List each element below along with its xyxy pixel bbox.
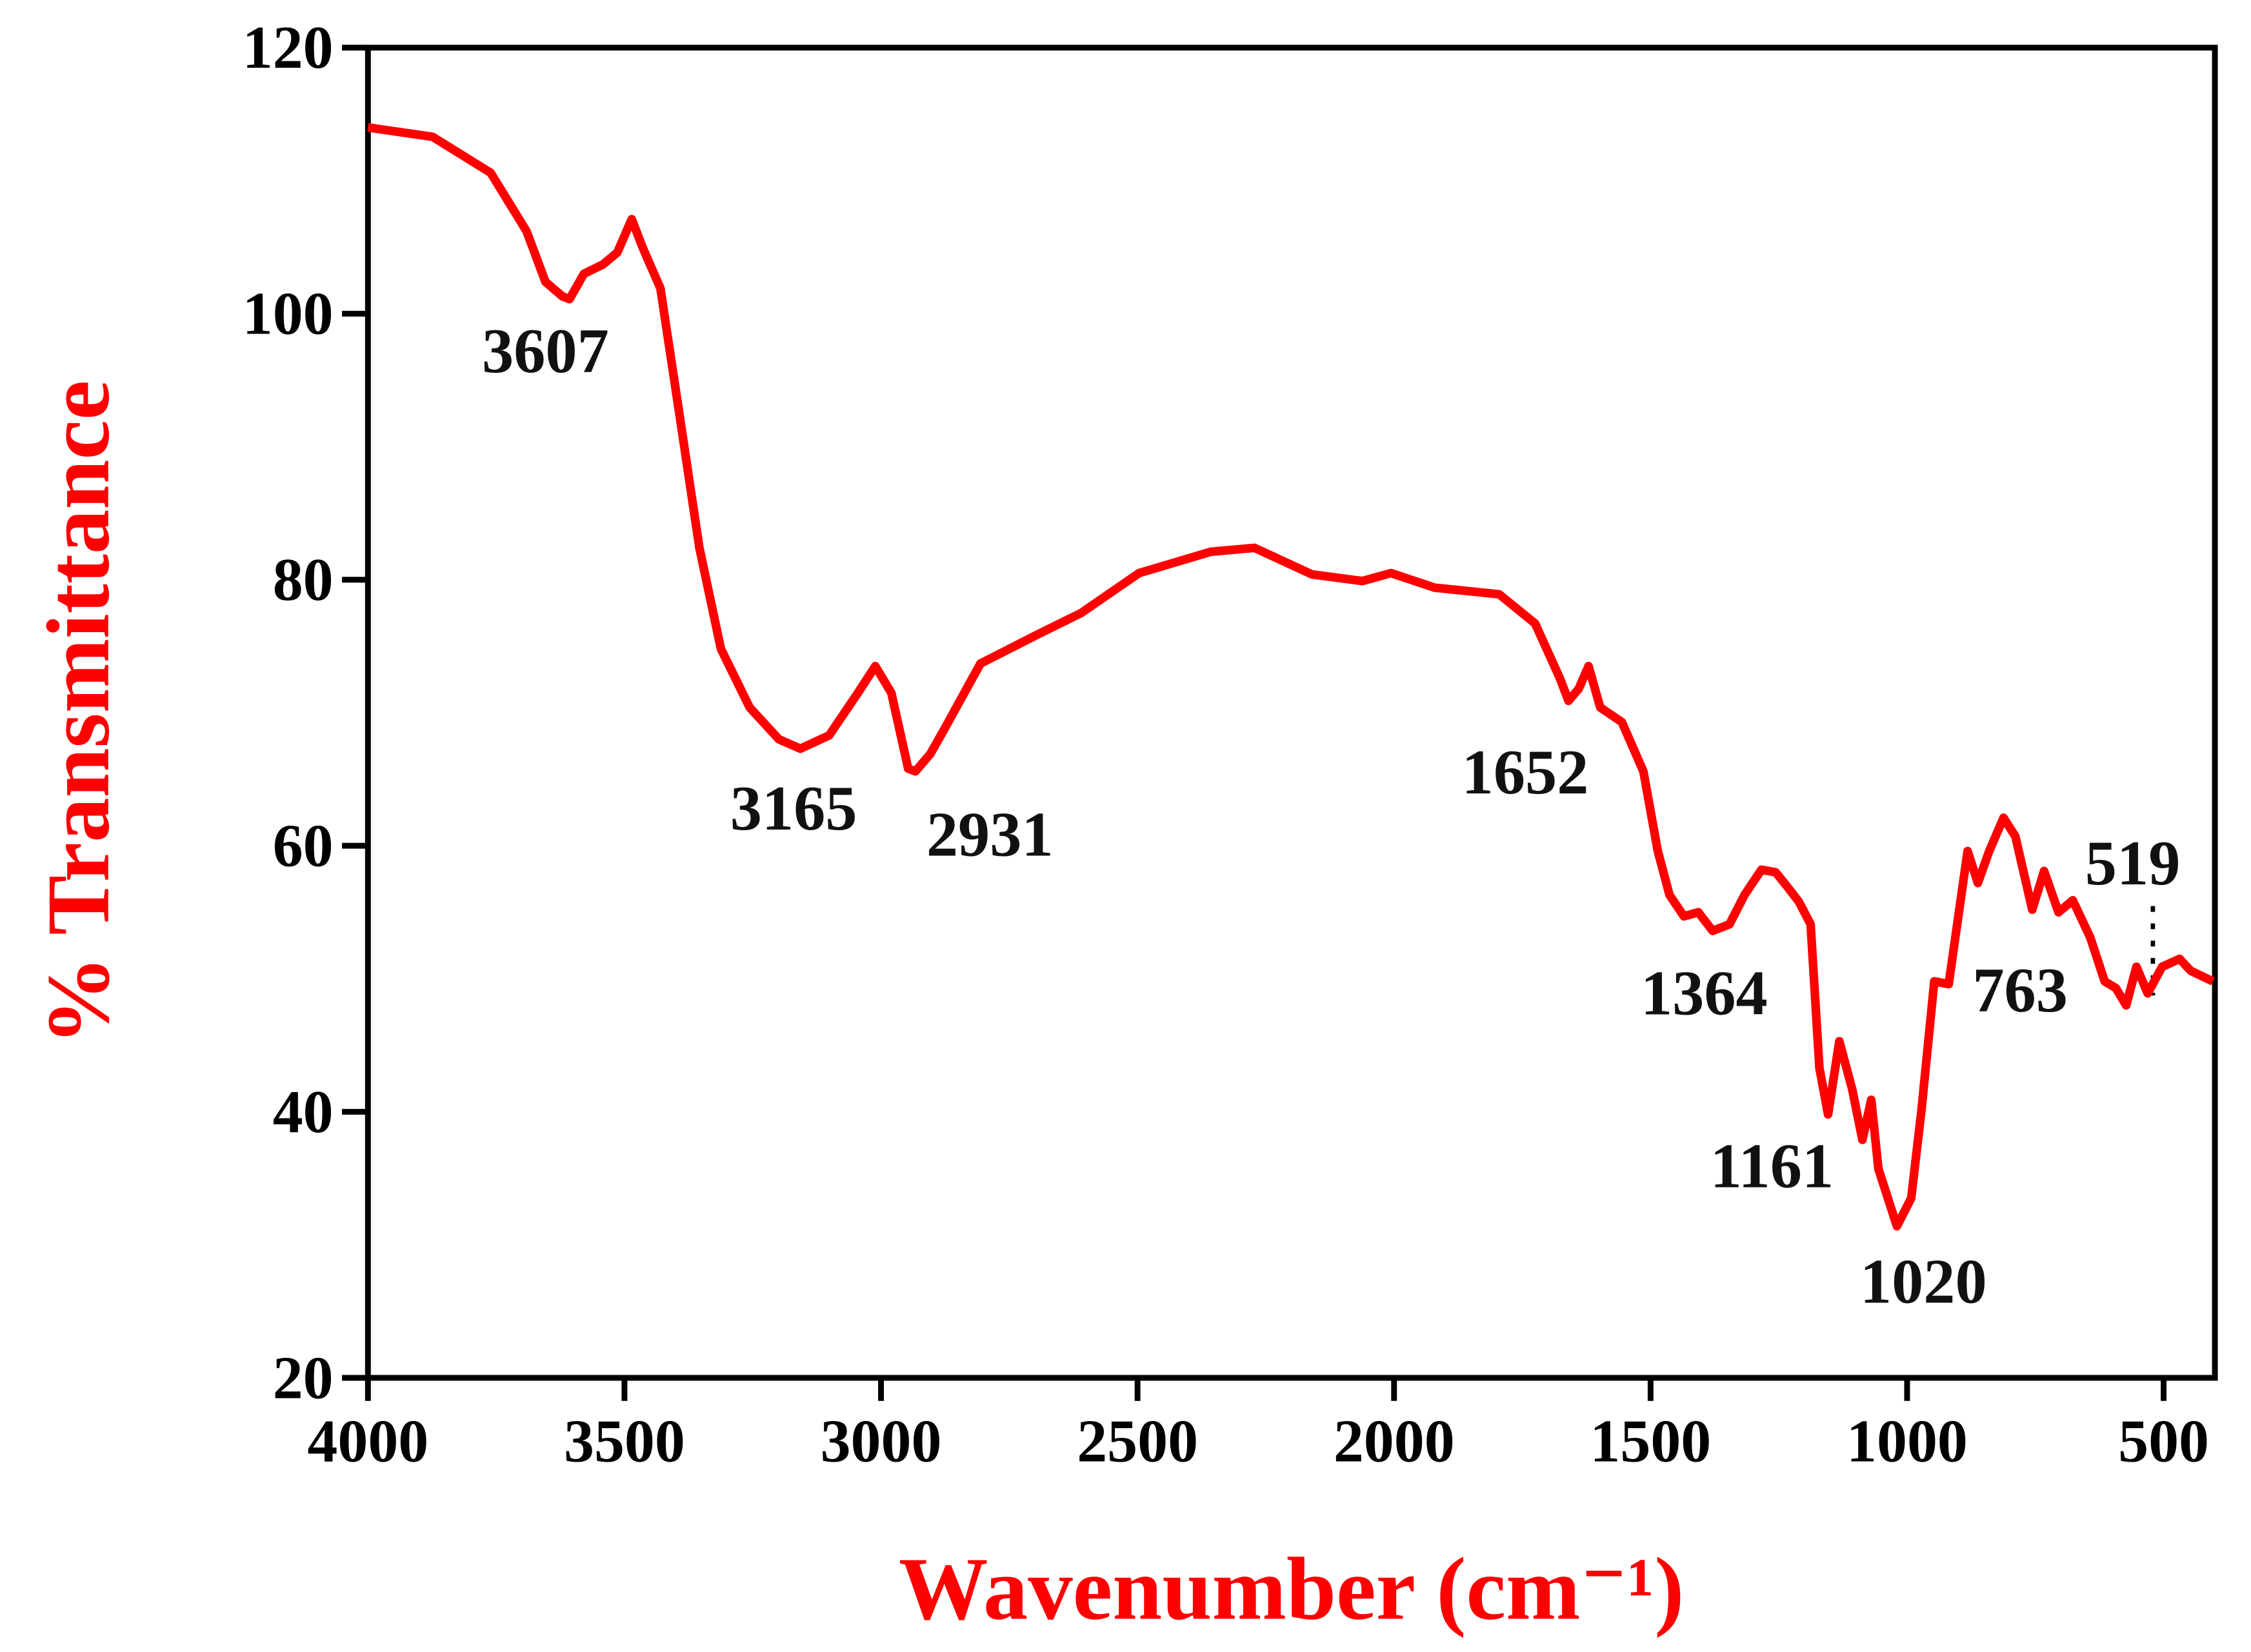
peak-label: 1020 (1860, 1247, 1987, 1317)
x-tick-label: 2000 (1334, 1408, 1455, 1475)
x-axis-label: Wavenumber (cm⁻¹) (899, 1538, 1684, 1638)
x-tick-label: 2500 (1077, 1408, 1198, 1475)
y-tick-label: 60 (273, 812, 334, 879)
x-tick-label: 500 (2118, 1408, 2209, 1475)
peak-label: 763 (1972, 955, 2068, 1026)
peak-label: 3607 (482, 316, 609, 386)
y-tick-label: 20 (273, 1344, 334, 1411)
peak-label: 2931 (926, 799, 1054, 870)
spectrum-line (367, 123, 2215, 1231)
peak-label: 1161 (1710, 1131, 1834, 1202)
y-tick-label: 40 (273, 1079, 334, 1146)
x-tick-label: 3000 (821, 1408, 942, 1475)
x-tick-label: 1500 (1590, 1408, 1711, 1475)
y-tick-label: 80 (273, 546, 334, 613)
x-tick-label: 1000 (1846, 1408, 1968, 1475)
x-tick-label: 3500 (564, 1408, 685, 1475)
plot-frame (365, 45, 2218, 1381)
peak-label: 519 (2085, 828, 2181, 899)
y-axis-label: % Transmittance (28, 381, 128, 1046)
peak-label: 1364 (1641, 958, 1768, 1028)
peak-label: 3165 (730, 773, 857, 844)
peak-label: 1652 (1462, 737, 1589, 808)
y-tick-label: 120 (243, 14, 334, 81)
y-tick-label: 100 (243, 281, 334, 348)
x-tick-label: 4000 (307, 1408, 428, 1475)
